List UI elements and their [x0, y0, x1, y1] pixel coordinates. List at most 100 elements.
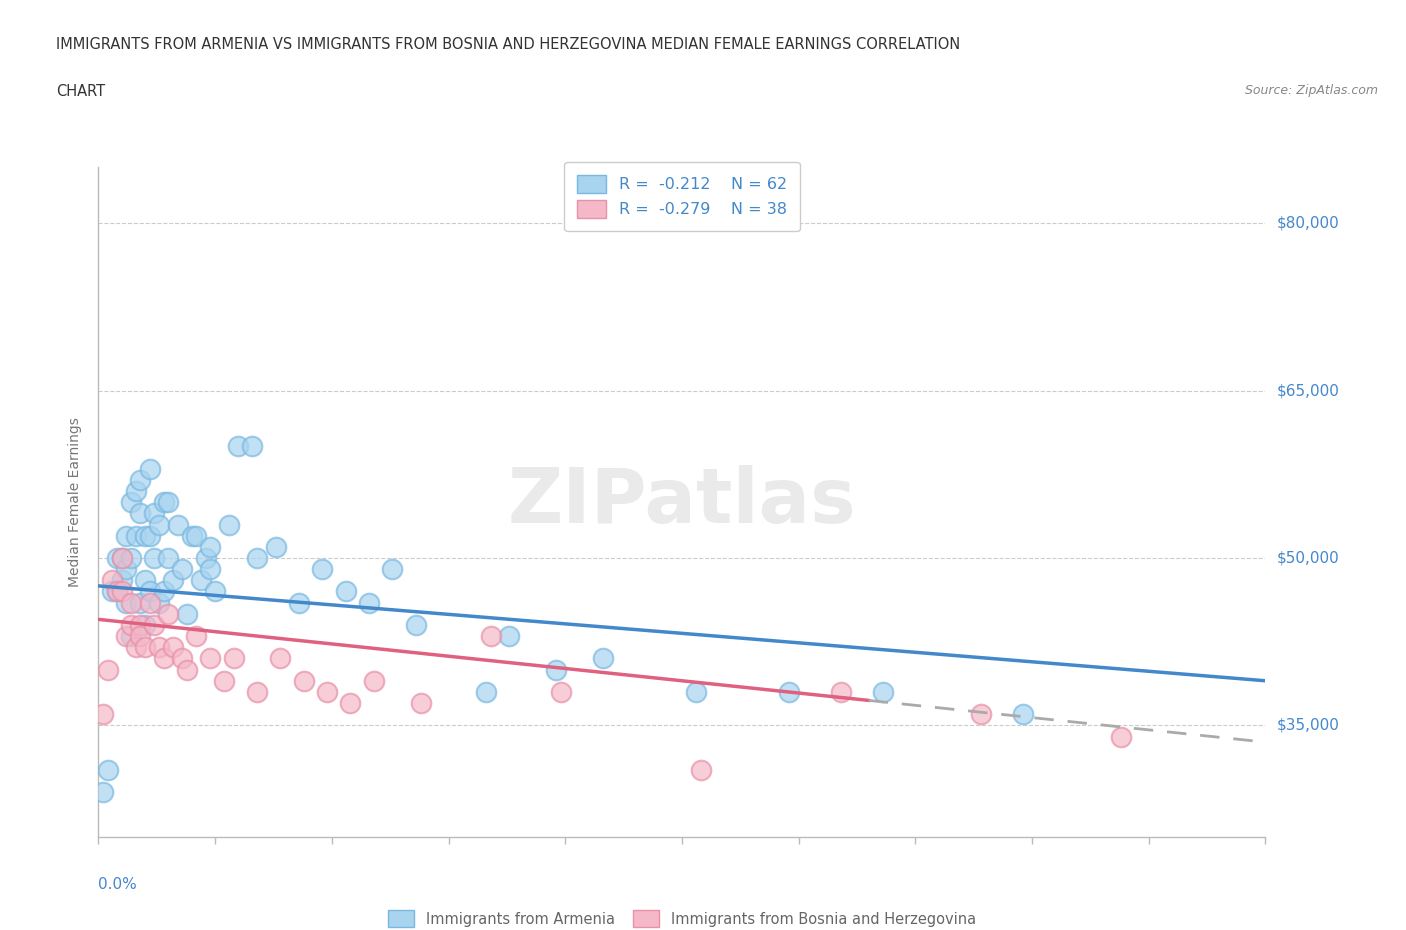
Point — [190, 573, 212, 588]
Point — [120, 629, 142, 644]
Point — [143, 551, 166, 565]
Point — [339, 696, 361, 711]
Point — [152, 584, 174, 599]
Point — [125, 640, 148, 655]
Point — [409, 696, 432, 711]
Point — [194, 551, 217, 565]
Point — [139, 461, 162, 476]
Point — [405, 618, 427, 632]
Point — [152, 651, 174, 666]
Legend: Immigrants from Armenia, Immigrants from Bosnia and Herzegovina: Immigrants from Armenia, Immigrants from… — [382, 905, 981, 930]
Point — [129, 595, 152, 610]
Point — [134, 618, 156, 632]
Point — [111, 584, 134, 599]
Point — [498, 629, 520, 644]
Point — [139, 584, 162, 599]
Point — [105, 551, 128, 565]
Point — [778, 684, 800, 699]
Point — [157, 606, 180, 621]
Point — [162, 640, 184, 655]
Point — [148, 595, 170, 610]
Point — [97, 763, 120, 777]
Point — [120, 551, 142, 565]
Point — [111, 573, 134, 588]
Point — [134, 528, 156, 543]
Point — [148, 640, 170, 655]
Text: ZIPatlas: ZIPatlas — [508, 465, 856, 539]
Point — [316, 684, 339, 699]
Point — [91, 785, 114, 800]
Point — [97, 662, 120, 677]
Point — [228, 439, 250, 454]
Point — [288, 595, 311, 610]
Point — [381, 562, 404, 577]
Point — [111, 551, 134, 565]
Point — [335, 584, 357, 599]
Point — [1109, 729, 1132, 744]
Text: CHART: CHART — [56, 84, 105, 99]
Point — [148, 517, 170, 532]
Point — [157, 495, 180, 510]
Point — [143, 618, 166, 632]
Point — [264, 539, 287, 554]
Point — [162, 573, 184, 588]
Point — [120, 495, 142, 510]
Point — [204, 584, 226, 599]
Point — [269, 651, 291, 666]
Point — [1011, 707, 1033, 722]
Y-axis label: Median Female Earnings: Median Female Earnings — [69, 418, 83, 587]
Point — [592, 651, 614, 666]
Point — [214, 673, 236, 688]
Point — [139, 595, 162, 610]
Point — [125, 484, 148, 498]
Point — [129, 472, 152, 487]
Point — [689, 763, 711, 777]
Point — [176, 662, 198, 677]
Point — [139, 528, 162, 543]
Point — [134, 640, 156, 655]
Point — [246, 684, 269, 699]
Point — [129, 629, 152, 644]
Text: $35,000: $35,000 — [1277, 718, 1340, 733]
Point — [101, 584, 124, 599]
Text: 0.0%: 0.0% — [98, 877, 138, 892]
Point — [101, 573, 124, 588]
Text: $50,000: $50,000 — [1277, 551, 1340, 565]
Text: Source: ZipAtlas.com: Source: ZipAtlas.com — [1244, 84, 1378, 97]
Point — [111, 551, 134, 565]
Point — [120, 618, 142, 632]
Point — [550, 684, 572, 699]
Point — [115, 595, 138, 610]
Point — [872, 684, 894, 699]
Point — [172, 562, 194, 577]
Point — [166, 517, 188, 532]
Point — [115, 562, 138, 577]
Point — [105, 584, 128, 599]
Point — [222, 651, 245, 666]
Point — [134, 573, 156, 588]
Point — [157, 551, 180, 565]
Point — [152, 495, 174, 510]
Point — [200, 562, 222, 577]
Point — [143, 506, 166, 521]
Point — [544, 662, 567, 677]
Point — [830, 684, 852, 699]
Point — [105, 584, 128, 599]
Point — [129, 506, 152, 521]
Point — [200, 651, 222, 666]
Point — [475, 684, 498, 699]
Point — [186, 528, 208, 543]
Point — [246, 551, 269, 565]
Point — [120, 595, 142, 610]
Point — [311, 562, 333, 577]
Point — [180, 528, 202, 543]
Point — [129, 618, 152, 632]
Point — [200, 539, 222, 554]
Point — [91, 707, 114, 722]
Point — [685, 684, 707, 699]
Point — [115, 528, 138, 543]
Point — [363, 673, 385, 688]
Point — [115, 629, 138, 644]
Point — [125, 528, 148, 543]
Point — [176, 606, 198, 621]
